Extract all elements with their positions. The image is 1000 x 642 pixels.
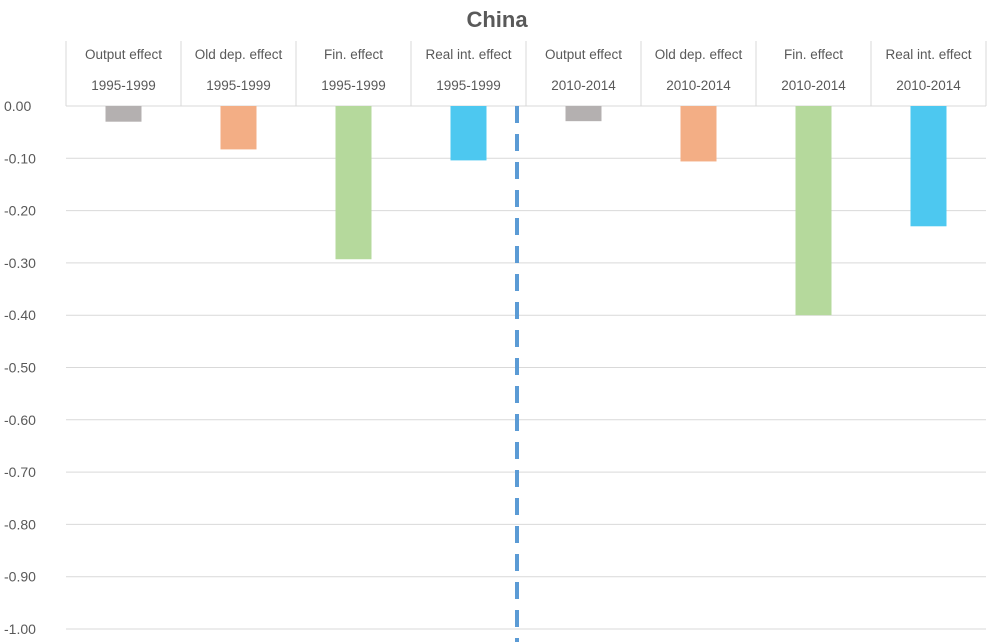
chart-title: China bbox=[466, 7, 528, 32]
y-tick-label: -0.50 bbox=[4, 360, 36, 376]
category-label: Real int. effect bbox=[885, 47, 971, 62]
y-tick-label: -0.60 bbox=[4, 412, 36, 428]
category-header: Output effect 1995-1999 Old dep. effect 199… bbox=[65, 41, 987, 107]
category-period-label: 1995-1999 bbox=[436, 78, 501, 93]
y-axis-tick-labels: 0.00 -0.10 -0.20 -0.30 -0.40 -0.50 -0.60 -0.70 -… bbox=[4, 98, 36, 637]
y-tick-label: -0.10 bbox=[4, 150, 36, 166]
category-period-label: 2010-2014 bbox=[551, 78, 616, 93]
gridlines bbox=[66, 157, 986, 630]
bar bbox=[910, 106, 947, 227]
bar bbox=[105, 106, 142, 122]
y-tick-label: -0.80 bbox=[4, 516, 36, 532]
category-label: Old dep. effect bbox=[195, 47, 283, 62]
bar bbox=[335, 106, 372, 260]
bar bbox=[795, 106, 832, 316]
category-period-label: 1995-1999 bbox=[206, 78, 271, 93]
category-period-label: 2010-2014 bbox=[781, 78, 846, 93]
y-tick-label: -0.90 bbox=[4, 569, 36, 585]
bar bbox=[680, 106, 717, 162]
category-label: Output effect bbox=[85, 47, 162, 62]
category-period-label: 2010-2014 bbox=[896, 78, 961, 93]
category-label: Fin. effect bbox=[784, 47, 843, 62]
category-period-label: 1995-1999 bbox=[91, 78, 156, 93]
y-tick-label: -0.70 bbox=[4, 464, 36, 480]
y-tick-label: -0.20 bbox=[4, 203, 36, 219]
y-tick-label: -1.00 bbox=[4, 621, 36, 637]
category-label: Fin. effect bbox=[324, 47, 383, 62]
bars bbox=[105, 106, 947, 316]
bar bbox=[565, 106, 602, 122]
y-tick-label: -0.30 bbox=[4, 255, 36, 271]
y-tick-label: 0.00 bbox=[4, 98, 31, 114]
category-period-label: 2010-2014 bbox=[666, 78, 731, 93]
category-label: Old dep. effect bbox=[655, 47, 743, 62]
category-label: Output effect bbox=[545, 47, 622, 62]
bar bbox=[450, 106, 487, 161]
y-tick-label: -0.40 bbox=[4, 307, 36, 323]
category-period-label: 1995-1999 bbox=[321, 78, 386, 93]
category-label: Real int. effect bbox=[425, 47, 511, 62]
bar bbox=[220, 106, 257, 150]
